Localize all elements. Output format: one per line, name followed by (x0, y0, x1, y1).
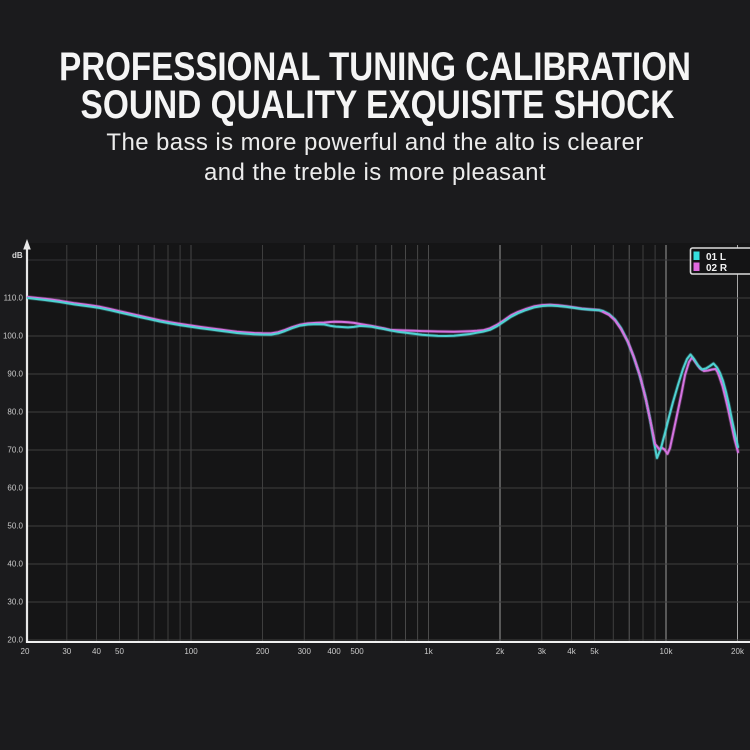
svg-text:30.0: 30.0 (7, 598, 23, 607)
svg-text:200: 200 (256, 647, 270, 656)
svg-text:60.0: 60.0 (7, 484, 23, 493)
svg-text:300: 300 (298, 647, 312, 656)
svg-text:10k: 10k (660, 647, 674, 656)
svg-text:80.0: 80.0 (7, 408, 23, 417)
svg-text:2k: 2k (496, 647, 505, 656)
svg-text:100.0: 100.0 (3, 332, 24, 341)
svg-text:1k: 1k (424, 647, 433, 656)
svg-text:500: 500 (350, 647, 364, 656)
svg-text:20: 20 (21, 647, 30, 656)
svg-text:20k: 20k (731, 647, 745, 656)
svg-text:40: 40 (92, 647, 101, 656)
svg-text:100: 100 (184, 647, 198, 656)
svg-text:20.0: 20.0 (7, 636, 23, 645)
svg-text:01 L: 01 L (706, 252, 726, 263)
svg-text:70.0: 70.0 (7, 446, 23, 455)
svg-text:02 R: 02 R (706, 263, 728, 274)
svg-text:50: 50 (115, 647, 124, 656)
svg-text:110.0: 110.0 (4, 294, 24, 303)
svg-text:50.0: 50.0 (7, 522, 23, 531)
svg-text:4k: 4k (567, 647, 576, 656)
svg-text:40.0: 40.0 (7, 560, 23, 569)
svg-text:3k: 3k (538, 647, 547, 656)
svg-text:400: 400 (327, 647, 341, 656)
svg-text:5k: 5k (590, 647, 599, 656)
svg-text:30: 30 (62, 647, 71, 656)
svg-text:dB: dB (12, 251, 23, 260)
svg-text:90.0: 90.0 (7, 370, 23, 379)
